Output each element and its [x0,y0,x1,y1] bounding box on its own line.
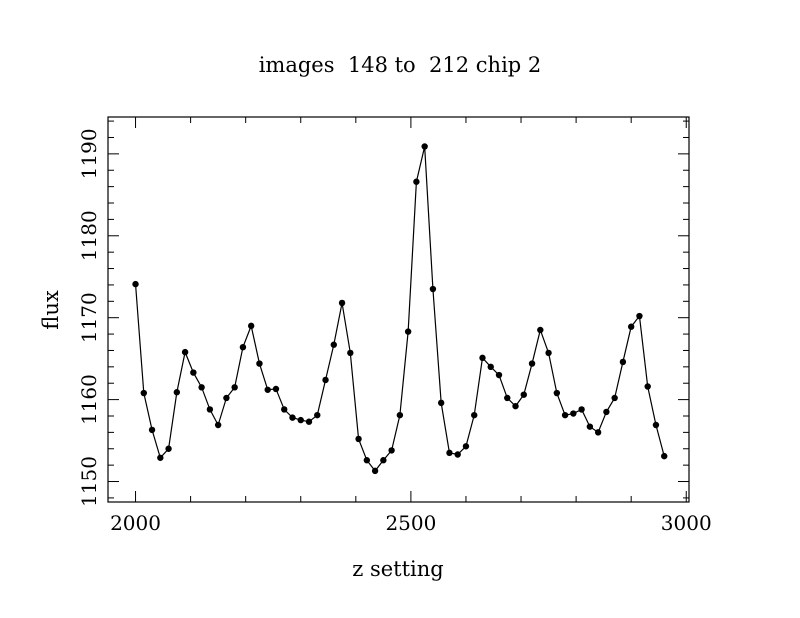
y-tick-label: 1190 [77,128,101,179]
x-tick-label: 2000 [110,511,161,535]
data-point [578,406,585,413]
data-point [594,429,602,436]
data-point [247,322,255,330]
data-point [239,343,247,351]
data-point [471,411,478,419]
data-point [479,354,486,362]
data-point [446,449,453,457]
data-point [652,421,660,429]
data-point [627,323,635,330]
chart-title: images 148 to 212 chip 2 [259,53,542,77]
y-tick-label: 1180 [77,210,101,261]
data-point [297,416,304,424]
data-point [305,418,313,425]
data-point [256,360,263,367]
data-point [396,411,404,419]
data-point [272,385,280,393]
data-point [586,423,594,430]
data-point [545,349,552,357]
plot-frame [107,116,690,503]
data-point [140,389,147,397]
tick-labels: 2000 2500 3000 1150 1160 1170 1180 1190 [77,128,712,535]
data-point [636,312,643,320]
x-tick-label: 3000 [661,511,712,535]
data-point [570,410,577,417]
data-point [363,457,371,464]
data-point [181,348,189,356]
data-point [661,452,668,460]
data-point [223,394,230,402]
data-point [421,143,428,150]
data-point [454,451,461,458]
data-point [537,326,544,334]
data-point [330,341,337,348]
x-axis-label: z setting [352,557,444,581]
data-point [148,426,156,434]
data-point [528,360,536,367]
y-tick-label: 1160 [77,374,101,425]
data-point [437,399,445,407]
data-point [380,457,387,464]
data-point [198,384,205,391]
data-point [388,447,395,454]
y-axis-label: flux [39,290,63,330]
axis-ticks [108,117,689,502]
data-point [190,369,197,376]
data-point [487,363,494,371]
data-point [512,402,519,410]
data-series [132,143,668,475]
data-point [322,376,329,384]
data-point [214,421,222,429]
data-point [314,411,321,419]
data-point [132,280,139,288]
data-point [347,349,354,357]
y-tick-label: 1170 [77,292,101,343]
data-point [462,443,470,450]
data-point [338,299,346,307]
x-tick-label: 2500 [385,511,436,535]
data-point [165,445,172,452]
data-point [157,454,164,461]
data-point [206,406,214,413]
data-point [429,285,437,293]
y-tick-label: 1150 [77,456,101,507]
data-point [504,394,511,402]
data-point [173,389,181,396]
data-point [231,384,238,391]
data-point [281,406,288,413]
data-point [644,383,651,390]
data-point [371,467,379,475]
data-point [603,408,610,416]
data-point [553,389,561,397]
data-point [495,371,503,379]
data-point [413,178,420,185]
data-point [619,358,627,366]
data-point [355,435,362,443]
data-point [289,414,296,421]
series-line [134,146,665,472]
data-point [264,386,271,393]
data-point [404,328,412,335]
data-point [561,411,569,419]
data-point [611,394,618,402]
data-point [520,391,527,398]
